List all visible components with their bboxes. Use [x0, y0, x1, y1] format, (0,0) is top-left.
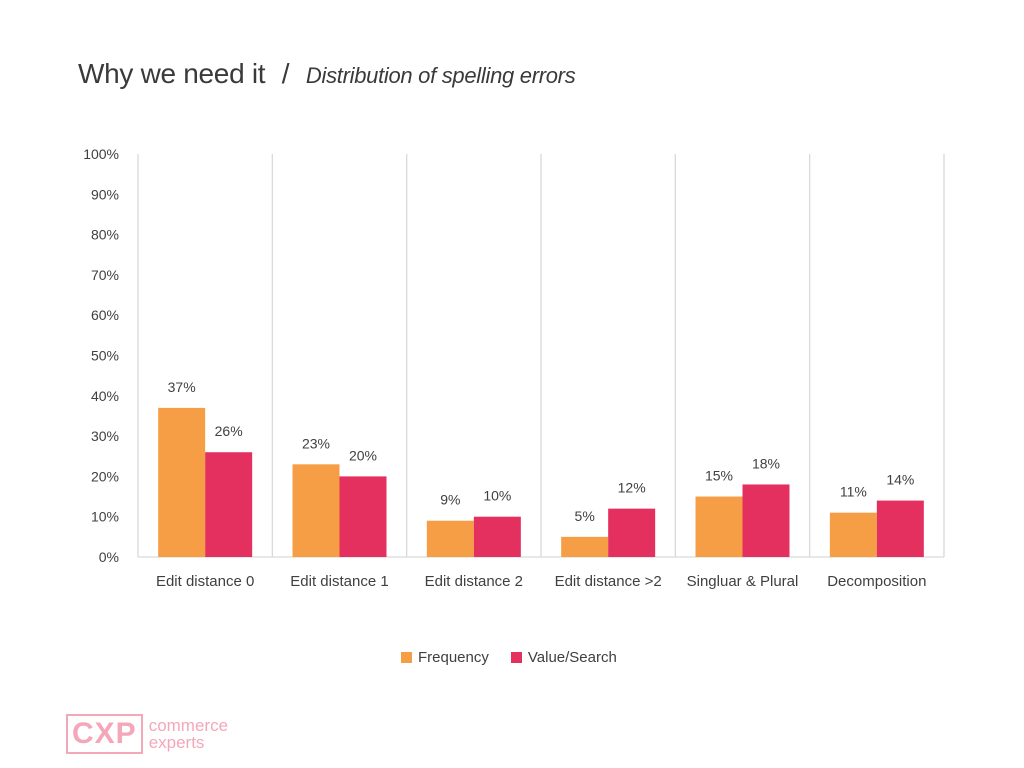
- data-label: 10%: [483, 488, 511, 504]
- x-tick-label: Singluar & Plural: [687, 573, 799, 590]
- legend-swatch-value-search: [510, 652, 522, 663]
- y-tick-label: 10%: [91, 509, 119, 525]
- title-subtitle: Distribution of spelling errors: [305, 63, 576, 88]
- logo-mark: CXP: [66, 714, 143, 754]
- bar-frequency: [561, 536, 609, 557]
- bar-value-search: [473, 516, 521, 557]
- legend-label-value-search: Value/Search: [527, 649, 617, 666]
- logo-wordmark: commerce experts: [149, 717, 228, 751]
- y-tick-label: 50%: [91, 348, 119, 364]
- y-tick-label: 40%: [91, 388, 119, 404]
- bar-value-search: [876, 500, 924, 557]
- data-label: 18%: [752, 455, 780, 471]
- x-tick-label: Edit distance 1: [290, 573, 388, 590]
- bar-value-search: [339, 476, 387, 557]
- data-label: 11%: [840, 484, 867, 500]
- bar-frequency: [829, 512, 877, 557]
- data-label: 9%: [440, 492, 460, 508]
- legend-label-frequency: Frequency: [418, 649, 489, 666]
- logo-line-1: commerce: [148, 716, 229, 735]
- y-tick-label: 0%: [99, 549, 119, 565]
- data-label: 23%: [302, 435, 330, 451]
- company-logo: CXP commerce experts: [66, 714, 228, 754]
- data-label: 26%: [215, 423, 243, 439]
- x-tick-label: Edit distance 0: [156, 573, 254, 590]
- data-label: 15%: [705, 468, 733, 484]
- bar-chart: 0% 10% 20% 30% 40% 50% 60% 70% 80% 90% 100% 37% 26% E…: [83, 146, 945, 590]
- bar-value-search: [608, 508, 656, 557]
- legend-item-value-search: Value/Search: [510, 649, 617, 666]
- y-tick-label: 100%: [83, 146, 119, 162]
- legend-swatch-frequency: [401, 652, 412, 663]
- data-label: 14%: [886, 472, 914, 488]
- y-tick-label: 80%: [91, 227, 119, 243]
- y-tick-label: 60%: [91, 307, 119, 323]
- bar-frequency: [695, 496, 743, 557]
- legend-item-frequency: Frequency: [401, 649, 489, 666]
- bar-frequency: [292, 464, 340, 557]
- x-tick-label: Decomposition: [827, 573, 926, 590]
- data-label: 5%: [575, 508, 595, 524]
- bar-frequency: [426, 520, 474, 557]
- logo-line-2: experts: [148, 733, 205, 752]
- y-tick-label: 90%: [91, 186, 119, 202]
- data-label: 37%: [168, 379, 196, 395]
- data-label: 20%: [349, 447, 377, 463]
- x-tick-label: Edit distance >2: [555, 573, 662, 590]
- y-tick-label: 70%: [91, 267, 119, 283]
- title-main: Why we need it: [78, 58, 266, 89]
- y-tick-label: 30%: [91, 428, 119, 444]
- bar-value-search: [205, 452, 253, 557]
- slide-title: Why we need it / Distribution of spellin…: [78, 58, 576, 90]
- chart-legend: Frequency Value/Search: [401, 649, 639, 666]
- data-label: 12%: [618, 480, 646, 496]
- bar-frequency: [158, 407, 206, 557]
- y-tick-label: 20%: [91, 468, 119, 484]
- bar-value-search: [742, 484, 790, 557]
- x-tick-label: Edit distance 2: [425, 573, 523, 590]
- title-separator: /: [281, 58, 290, 89]
